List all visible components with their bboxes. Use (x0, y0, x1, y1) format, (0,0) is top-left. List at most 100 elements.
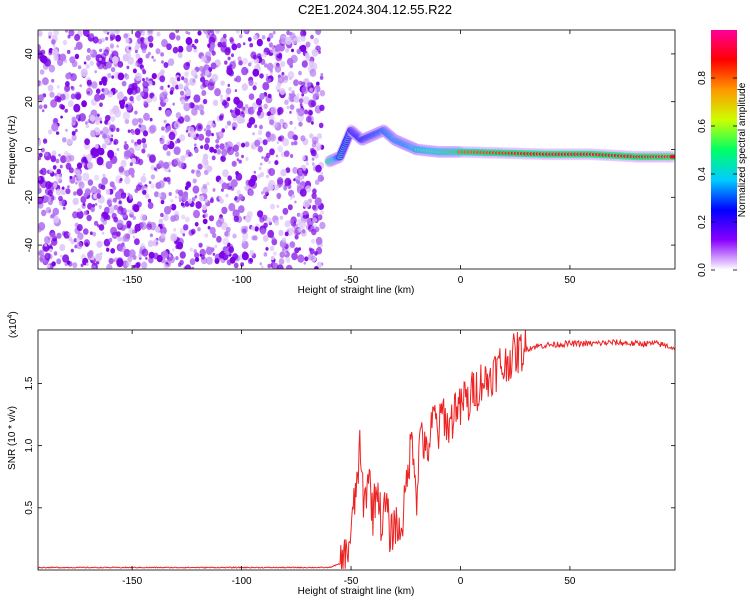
heatmap-noise-blob (311, 136, 319, 145)
heatmap-noise-blob (316, 247, 323, 255)
heatmap-noise-blob (179, 251, 186, 259)
heatmap-noise-blob (39, 69, 45, 75)
heatmap-noise-blob (209, 198, 214, 203)
x-tick-label: -100 (232, 576, 252, 587)
heatmap-noise-blob (148, 256, 154, 264)
heatmap-noise-blob (57, 232, 61, 237)
heatmap-noise-blob (284, 123, 288, 128)
heatmap-noise-blob (311, 48, 319, 57)
heatmap-noise-blob (42, 138, 48, 144)
heatmap-noise-blob (99, 130, 104, 135)
heatmap-noise-blob (248, 79, 254, 86)
heatmap-noise-blob (108, 237, 113, 243)
heatmap-noise-blob (60, 186, 67, 196)
heatmap-noise-blob (303, 261, 307, 265)
heatmap-noise-blob (305, 52, 310, 59)
heatmap-noise-blob (166, 176, 171, 183)
heatmap-noise-blob (309, 133, 314, 139)
heatmap-noise-blob (262, 139, 268, 146)
heatmap-noise-blob (245, 104, 249, 109)
heatmap-noise-blob (177, 262, 182, 268)
heatmap-noise-blob (270, 255, 275, 261)
heatmap-noise-blob (261, 35, 266, 40)
heatmap-noise-blob (97, 113, 100, 117)
heatmap-noise-blob (94, 144, 99, 149)
heatmap-noise-blob (307, 82, 311, 87)
heatmap-noise-blob (73, 103, 81, 113)
heatmap-noise-blob (150, 165, 155, 171)
heatmap-noise-blob (154, 226, 161, 233)
heatmap-noise-blob (177, 52, 183, 59)
heatmap-noise-blob (103, 49, 109, 56)
heatmap-noise-blob (313, 37, 320, 45)
heatmap-noise-blob (60, 115, 63, 119)
heatmap-noise-blob (317, 214, 323, 220)
snr-plot-area (38, 330, 675, 570)
heatmap-noise-blob (314, 179, 320, 185)
heatmap-noise-blob (315, 236, 323, 245)
snr-multiplier: (x104) (7, 311, 19, 338)
heatmap-noise-blob (248, 189, 254, 196)
heatmap-noise-blob (116, 231, 121, 237)
heatmap-y-axis: -40 -20 0 20 40 (24, 48, 675, 252)
heatmap-noise-blob (274, 160, 279, 166)
heatmap-noise-blob (252, 85, 257, 91)
heatmap-noise-blob (304, 256, 309, 262)
heatmap-noise-blob (206, 165, 213, 172)
heatmap-noise-blob (56, 85, 60, 89)
heatmap-noise-blob (76, 210, 84, 219)
heatmap-noise-blob (74, 53, 80, 60)
heatmap-noise-blob (53, 55, 59, 62)
heatmap-noise-blob (75, 93, 82, 100)
heatmap-noise-blob (289, 241, 295, 248)
heatmap-noise-blob (160, 212, 164, 218)
heatmap-noise-blob (250, 51, 257, 59)
heatmap-noise-blob (219, 178, 224, 185)
heatmap-noise-blob (98, 147, 105, 156)
heatmap-noise-blob (268, 160, 271, 165)
colorbar-tick-label: 0.6 (697, 119, 708, 133)
heatmap-noise-blob (273, 184, 279, 191)
heatmap-noise-blob (117, 61, 124, 68)
heatmap-noise-blob (216, 235, 222, 243)
heatmap-noise-blob (168, 181, 171, 185)
heatmap-noise-blob (274, 219, 280, 226)
heatmap-noise-blob (62, 39, 68, 46)
heatmap-noise-blob (48, 35, 51, 39)
heatmap-noise-blob (307, 253, 314, 261)
heatmap-noise-blob (59, 254, 63, 258)
heatmap-noise-blob (279, 215, 284, 220)
heatmap-noise-blob (181, 193, 189, 202)
heatmap-noise-blob (205, 124, 211, 131)
heatmap-noise-blob (210, 247, 215, 252)
heatmap-noise-blob (115, 34, 121, 42)
heatmap-noise-blob (317, 174, 324, 182)
heatmap-noise-blob (145, 256, 148, 260)
heatmap-noise-blob (262, 235, 269, 242)
heatmap-noise-blob (311, 238, 316, 244)
heatmap-noise-blob (238, 193, 244, 200)
heatmap-noise-blob (43, 195, 50, 203)
heatmap-noise-blob (241, 142, 246, 148)
heatmap-noise-blob (215, 64, 219, 68)
colorbar: 0.0 0.2 0.4 0.6 0.8 Normalized spectral ampl… (697, 30, 748, 277)
heatmap-noise-blob (87, 179, 94, 186)
heatmap-noise-blob (142, 189, 147, 195)
heatmap-noise-blob (285, 167, 291, 174)
heatmap-noise-blob (178, 161, 184, 169)
heatmap-noise-blob (115, 89, 118, 93)
heatmap-noise-blob (138, 124, 142, 128)
heatmap-noise-blob (275, 84, 281, 92)
heatmap-noise-blob (238, 60, 243, 66)
heatmap-noise-blob (51, 48, 59, 56)
heatmap-noise-blob (172, 248, 175, 252)
heatmap-noise-blob (85, 64, 90, 69)
heatmap-noise-blob (271, 238, 278, 246)
heatmap-noise-blob (48, 64, 56, 73)
heatmap-noise-blob (184, 264, 192, 269)
heatmap-noise-blob (128, 83, 135, 92)
heatmap-noise-blob (90, 186, 98, 195)
heatmap-noise-blob (158, 106, 162, 111)
heatmap-noise-blob (297, 254, 305, 263)
heatmap-noise-blob (267, 229, 275, 238)
